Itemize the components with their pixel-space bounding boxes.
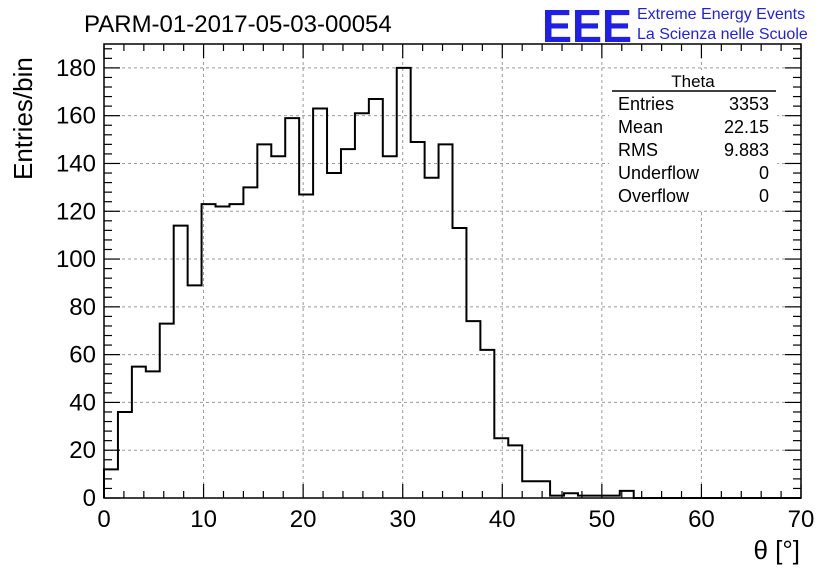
histogram-bin: [257, 144, 271, 498]
histogram-outline: [103, 66, 801, 499]
stats-box: Theta Entries 3353 Mean 22.15 RMS 9.883 Underf…: [609, 70, 777, 210]
stats-value: 3353: [729, 94, 769, 114]
x-tick-label: 40: [489, 506, 516, 533]
y-tick-label: 120: [56, 198, 96, 225]
x-tick-label: 10: [190, 506, 217, 533]
histogram-bin: [453, 228, 467, 498]
histogram-bin: [271, 156, 285, 498]
histogram-bin: [411, 142, 425, 498]
x-tick-label: 30: [389, 506, 416, 533]
histogram-bin: [536, 481, 550, 498]
y-tick-label: 40: [69, 389, 96, 416]
x-tick-label: 20: [290, 506, 317, 533]
y-tick-label: 180: [56, 55, 96, 82]
histogram-bin: [174, 226, 188, 498]
histogram-bin: [369, 99, 383, 498]
histogram-bin: [327, 173, 341, 498]
y-tick-label: 0: [83, 485, 96, 512]
stats-value: 9.883: [724, 140, 769, 160]
histogram-bin: [494, 438, 508, 498]
stats-value: 0: [759, 163, 769, 183]
histogram-bin: [383, 156, 397, 498]
x-tick-label: 50: [589, 506, 616, 533]
histogram-bin: [132, 367, 146, 498]
histogram-bin: [439, 144, 453, 498]
run-title: PARM-01-2017-05-03-00054: [84, 11, 392, 38]
y-tick-label: 140: [56, 150, 96, 177]
histogram-bin: [118, 412, 132, 498]
histogram-bin: [243, 187, 257, 498]
stats-label: Entries: [618, 94, 674, 114]
y-tick-label: 160: [56, 103, 96, 130]
histogram-bin: [355, 113, 369, 498]
histogram-bin: [466, 321, 480, 498]
axes: 0 10 20 30 40 50 60 70 0 20 40 60 80 100 120 140 160 180: [56, 43, 815, 533]
histogram-bin: [160, 324, 174, 498]
plot-frame: [103, 43, 802, 499]
stats-label: Underflow: [618, 163, 700, 183]
histogram-bin: [104, 469, 118, 498]
histogram-bin: [341, 149, 355, 498]
eee-logo: EEE Extreme Energy Events La Scienza nel…: [542, 0, 808, 52]
y-tick-label: 60: [69, 342, 96, 369]
stats-value: 0: [759, 186, 769, 206]
histogram-bin: [285, 118, 299, 498]
histogram-bin: [299, 195, 313, 498]
stats-label: Mean: [618, 117, 663, 137]
y-axis-label: Entries/bin: [8, 57, 38, 180]
histogram-bin: [508, 445, 522, 498]
histogram-bin: [229, 204, 243, 498]
eee-logo-line2: La Scienza nelle Scuole: [637, 26, 808, 43]
histogram-series: [103, 66, 801, 499]
stats-title: Theta: [671, 72, 715, 91]
eee-logo-line1: Extreme Energy Events: [637, 6, 805, 23]
y-tick-label: 100: [56, 246, 96, 273]
x-axis-label: θ [°]: [753, 535, 800, 565]
histogram-bin: [397, 68, 411, 498]
stats-label: Overflow: [618, 186, 690, 206]
x-tick-label: 60: [688, 506, 715, 533]
y-tick-label: 80: [69, 294, 96, 321]
x-tick-label: 70: [788, 506, 815, 533]
y-tick-label: 20: [69, 437, 96, 464]
histogram-bin: [480, 350, 494, 498]
histogram-bin: [216, 206, 230, 498]
histogram-bin: [522, 481, 536, 498]
stats-label: RMS: [618, 140, 658, 160]
histogram-bin: [313, 109, 327, 498]
histogram-bin: [146, 371, 160, 498]
histogram-bin: [188, 285, 202, 498]
x-tick-label: 0: [97, 506, 110, 533]
stats-value: 22.15: [724, 117, 769, 137]
